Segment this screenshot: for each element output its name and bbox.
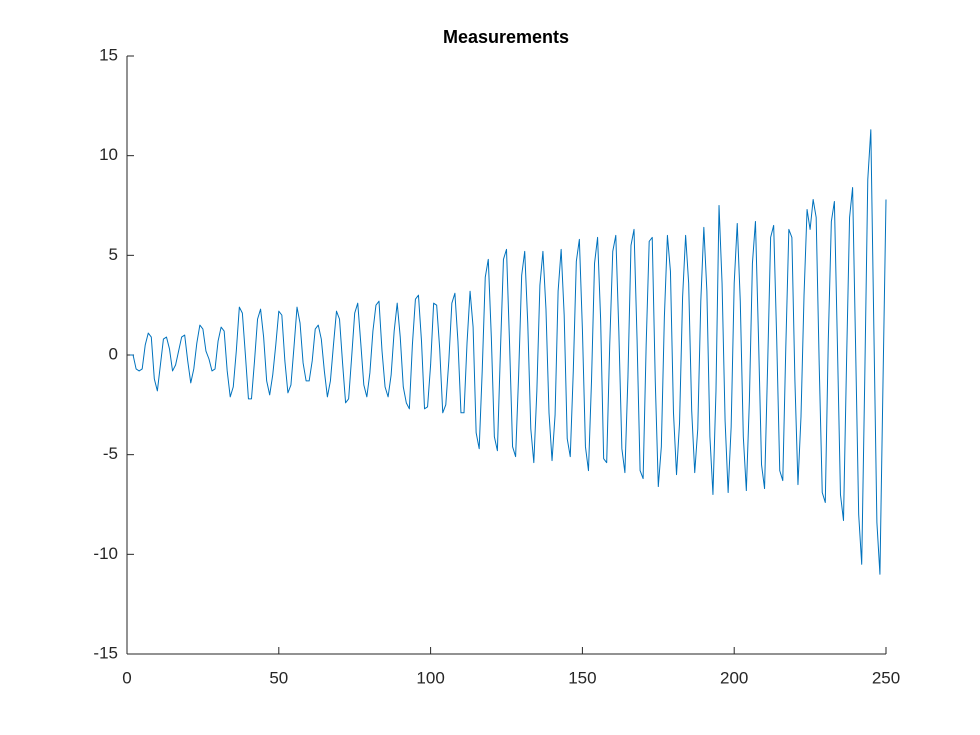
y-tick-label: 10 — [99, 145, 118, 164]
data-line — [130, 129, 887, 575]
x-tick-label: 100 — [416, 668, 444, 687]
chart-title: Measurements — [443, 27, 569, 47]
y-tick-label: -15 — [93, 643, 118, 662]
x-tick-label: 250 — [872, 668, 900, 687]
x-tick-label: 200 — [720, 668, 748, 687]
y-tick-label: 5 — [109, 245, 118, 264]
y-tick-label: -5 — [103, 444, 118, 463]
x-tick-label: 150 — [568, 668, 596, 687]
x-tick-label: 0 — [122, 668, 131, 687]
x-tick-label: 50 — [269, 668, 288, 687]
y-tick-label: -10 — [93, 544, 118, 563]
y-tick-label: 15 — [99, 45, 118, 64]
y-tick-label: 0 — [109, 344, 118, 363]
